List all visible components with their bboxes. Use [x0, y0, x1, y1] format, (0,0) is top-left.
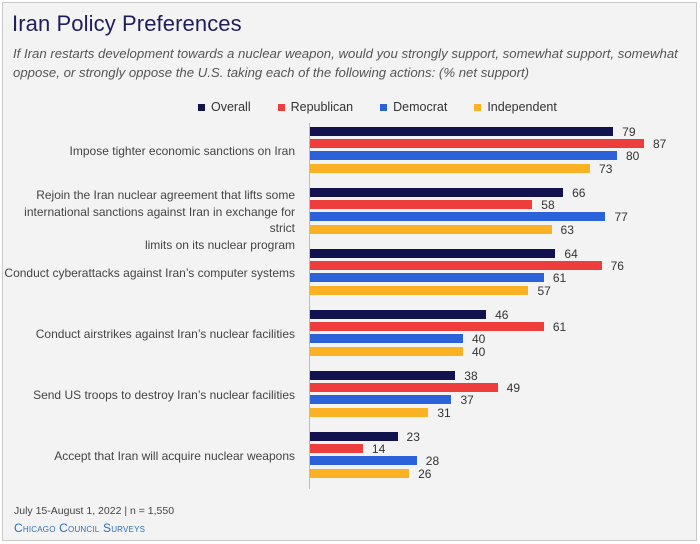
- category-label: Conduct cyberattacks against Iran’s comp…: [3, 265, 295, 282]
- chart-subtitle: If Iran restarts development towards a n…: [13, 46, 678, 80]
- category-label-line: international sanctions against Iran in …: [24, 204, 295, 236]
- data-label-republican: 58: [541, 198, 555, 213]
- data-label-republican: 14: [371, 442, 386, 457]
- legend-swatch-overall: [198, 103, 205, 111]
- bar-republican: [309, 444, 363, 454]
- category-label-line: Conduct cyberattacks against Iran’s comp…: [4, 265, 295, 280]
- data-label-independent: 40: [472, 344, 486, 359]
- bar-democrat: [309, 334, 463, 344]
- legend-swatch-republican: [277, 103, 285, 111]
- data-label-independent: 26: [418, 466, 432, 481]
- data-label-republican: 76: [610, 259, 624, 274]
- legend-item-independent: Independent: [474, 100, 557, 114]
- data-label-independent: 31: [437, 405, 451, 420]
- source-brand: Chicago Council Surveys: [14, 521, 146, 535]
- bar-republican: [309, 322, 544, 332]
- data-label-independent: 73: [599, 161, 613, 176]
- data-label-independent: 57: [537, 283, 551, 298]
- data-label-democrat: 80: [626, 149, 640, 164]
- category-label: Send US troops to destroy Iran’s nuclear…: [3, 387, 295, 404]
- category-label-line: Conduct airstrikes against Iran’s nuclea…: [35, 326, 295, 341]
- category-label: Conduct airstrikes against Iran’s nuclea…: [3, 326, 295, 343]
- data-label-democrat: 40: [472, 332, 486, 347]
- data-label-democrat: 77: [614, 210, 628, 225]
- legend-item-republican: Republican: [277, 100, 354, 114]
- bar-democrat: [309, 273, 544, 283]
- category-label: Rejoin the Iran nuclear agreement that l…: [3, 187, 295, 253]
- bar-independent: [309, 163, 591, 173]
- data-label-republican: 49: [506, 381, 520, 396]
- category-label: Accept that Iran will acquire nuclear we…: [3, 448, 295, 465]
- legend-label: Overall: [211, 100, 251, 114]
- category-label-line: Rejoin the Iran nuclear agreement that l…: [36, 188, 295, 203]
- bar-overall: [309, 371, 456, 380]
- category-label-line: Accept that Iran will acquire nuclear we…: [54, 448, 295, 463]
- bar-republican: [309, 139, 644, 149]
- bar-independent: [309, 346, 463, 356]
- bar-democrat: [309, 456, 417, 466]
- legend-label: Democrat: [393, 100, 448, 114]
- data-label-democrat: 61: [552, 271, 567, 286]
- data-label-overall: 66: [572, 186, 586, 200]
- bar-independent: [309, 285, 529, 295]
- legend-swatch-democrat: [380, 103, 388, 111]
- bar-democrat: [309, 395, 452, 405]
- legend-label: Independent: [487, 100, 557, 114]
- data-label-overall: 46: [495, 308, 509, 322]
- bar-republican: [309, 383, 498, 393]
- data-label-independent: 63: [560, 222, 574, 237]
- legend-swatch-independent: [474, 103, 482, 111]
- data-label-overall: 38: [464, 369, 478, 383]
- bar-republican: [309, 261, 602, 271]
- legend-item-democrat: Democrat: [380, 100, 447, 114]
- bar-democrat: [309, 212, 606, 222]
- data-label-overall: 64: [564, 247, 578, 261]
- bar-independent: [309, 224, 552, 234]
- category-axis-line: [309, 123, 310, 489]
- legend: Overall Republican Democrat Independent: [198, 100, 584, 114]
- chart-title: Iran Policy Preferences: [12, 11, 242, 36]
- bar-overall: [309, 249, 556, 258]
- data-label-republican: 87: [652, 137, 667, 152]
- data-label-republican: 61: [552, 320, 567, 335]
- bar-democrat: [309, 151, 617, 161]
- category-label-line: Impose tighter economic sanctions on Ira…: [69, 143, 295, 158]
- legend-item-overall: Overall: [198, 100, 251, 114]
- survey-note: July 15-August 1, 2022 | n = 1,550: [14, 505, 175, 517]
- data-label-overall: 79: [622, 125, 636, 139]
- bar-overall: [309, 432, 398, 441]
- bar-overall: [309, 188, 564, 197]
- category-label: Impose tighter economic sanctions on Ira…: [3, 143, 295, 160]
- bar-overall: [309, 127, 614, 136]
- data-label-democrat: 28: [425, 454, 440, 469]
- bar-independent: [309, 468, 410, 478]
- data-label-democrat: 37: [460, 393, 474, 408]
- data-label-overall: 23: [406, 430, 420, 444]
- bar-overall: [309, 310, 487, 319]
- category-label-line: Send US troops to destroy Iran’s nuclear…: [33, 387, 295, 402]
- category-label-line: limits on its nuclear program: [144, 237, 295, 252]
- bar-republican: [309, 200, 533, 210]
- bar-independent: [309, 407, 429, 417]
- legend-label: Republican: [290, 100, 354, 114]
